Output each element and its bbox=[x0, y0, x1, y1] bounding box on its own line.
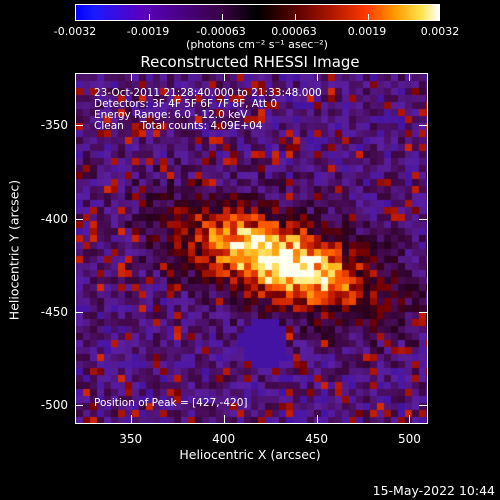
colorbar-tick bbox=[368, 14, 369, 20]
heatmap-plot: 23-Oct-2011 21:28:40.000 to 21:33:48.000… bbox=[75, 73, 428, 424]
x-tick bbox=[316, 73, 318, 81]
x-tick bbox=[409, 73, 411, 81]
x-tick-label: 350 bbox=[119, 432, 143, 446]
x-tick-label: 500 bbox=[397, 432, 421, 446]
info-time-range: 23-Oct-2011 21:28:40.000 to 21:33:48.000 bbox=[94, 87, 322, 99]
y-tick bbox=[419, 311, 427, 313]
colorbar-tick-label: -0.0019 bbox=[126, 25, 170, 38]
y-tick bbox=[75, 218, 83, 220]
y-tick-label: -350 bbox=[40, 118, 68, 133]
colorbar-tick-label: 0.00063 bbox=[271, 25, 317, 38]
info-clean: Clean Total counts: 4.09E+04 bbox=[94, 120, 263, 132]
colorbar-tick bbox=[295, 14, 296, 20]
y-tick-label: -450 bbox=[40, 304, 68, 319]
heatmap-canvas bbox=[76, 74, 427, 423]
x-tick bbox=[130, 73, 132, 81]
colorbar-tick-label: 0.0019 bbox=[347, 25, 387, 38]
x-tick-label: 400 bbox=[212, 432, 236, 446]
image-title: Reconstructed RHESSI Image bbox=[140, 53, 360, 71]
x-tick bbox=[223, 73, 225, 81]
x-tick bbox=[223, 415, 225, 423]
colorbar-tick-label: 0.0032 bbox=[420, 25, 460, 38]
x-axis-label: Heliocentric X (arcsec) bbox=[179, 447, 321, 462]
y-tick bbox=[419, 218, 427, 220]
colorbar-unit: (photons cm⁻² s⁻¹ asec⁻²) bbox=[186, 38, 328, 51]
footer-timestamp: 15-May-2022 10:44 bbox=[372, 483, 495, 498]
y-tick bbox=[75, 405, 83, 407]
colorbar bbox=[75, 4, 440, 21]
y-tick bbox=[419, 405, 427, 407]
colorbar-tick bbox=[149, 14, 150, 20]
x-tick bbox=[409, 415, 411, 423]
y-tick-label: -400 bbox=[40, 211, 68, 226]
x-tick bbox=[316, 415, 318, 423]
info-energy: Energy Range: 6.0 - 12.0 keV bbox=[94, 109, 248, 121]
colorbar-tick bbox=[222, 14, 223, 20]
info-detectors: Detectors: 3F 4F 5F 6F 7F 8F, Att 0 bbox=[94, 98, 278, 110]
y-axis-label: Heliocentric Y (arcsec) bbox=[6, 179, 22, 321]
x-tick bbox=[130, 415, 132, 423]
x-tick-label: 450 bbox=[305, 432, 328, 446]
info-peak-position: Position of Peak = [427,-420] bbox=[94, 397, 248, 409]
colorbar-tick-label: -0.0032 bbox=[53, 25, 97, 38]
y-tick bbox=[75, 125, 83, 127]
y-tick bbox=[75, 311, 83, 313]
y-tick bbox=[419, 125, 427, 127]
colorbar-tick-label: -0.00063 bbox=[196, 25, 246, 38]
y-tick-label: -500 bbox=[40, 398, 68, 413]
